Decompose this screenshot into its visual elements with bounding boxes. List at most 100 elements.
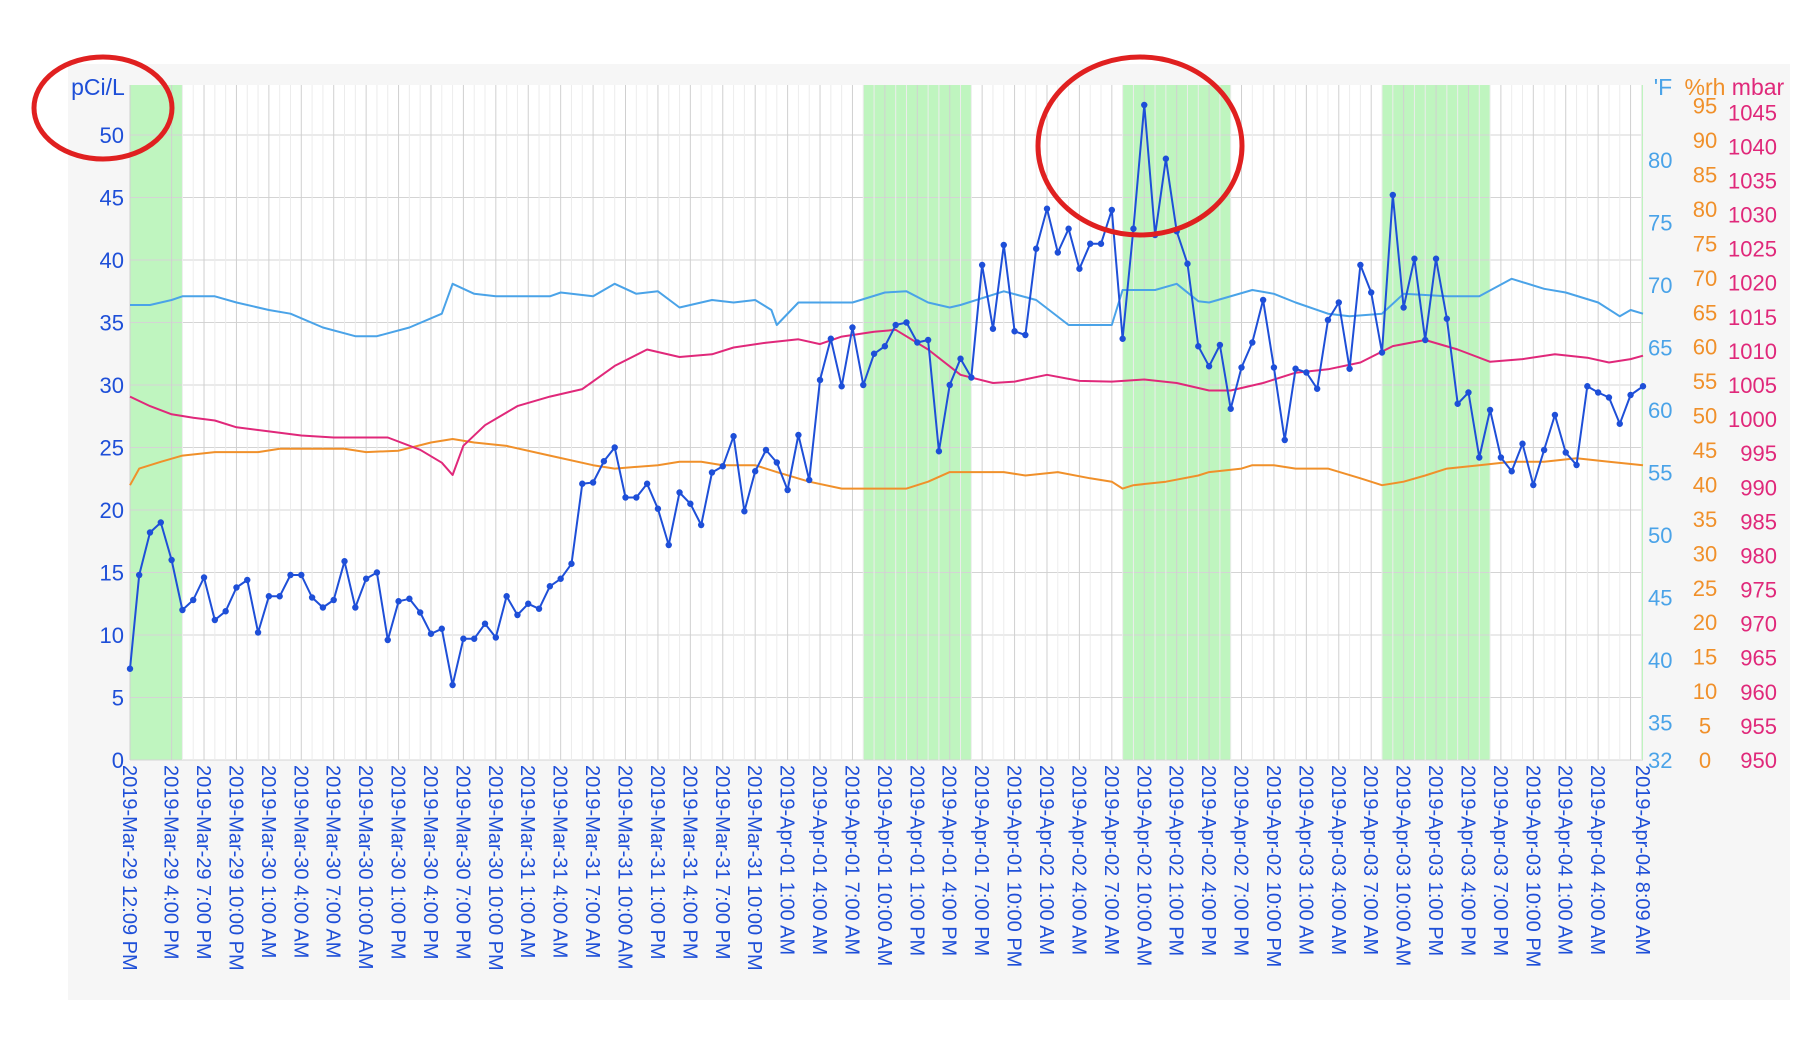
data-point-pcil xyxy=(1097,240,1105,247)
data-point-pcil xyxy=(1216,341,1224,349)
data-point-pcil xyxy=(1508,468,1515,475)
data-point-pcil xyxy=(687,500,694,507)
data-point-pcil xyxy=(568,560,575,567)
x-tick-label: 2019-Mar-31 4:00 AM xyxy=(549,765,571,958)
data-point-pcil xyxy=(535,605,543,612)
rh-tick-label: 75 xyxy=(1693,231,1717,256)
data-point-pcil xyxy=(849,324,856,331)
x-tick-label: 2019-Mar-29 4:00 PM xyxy=(160,765,182,960)
rh-tick-label: 65 xyxy=(1693,300,1717,325)
x-tick-label: 2019-Mar-30 4:00 AM xyxy=(289,765,311,958)
mbar-tick-label: 1040 xyxy=(1728,134,1777,159)
mbar-tick-label: 965 xyxy=(1740,646,1777,671)
data-point-pcil xyxy=(1281,436,1288,444)
data-point-pcil xyxy=(1486,406,1494,414)
mbar-axis-label: mbar xyxy=(1732,74,1785,100)
data-point-pcil xyxy=(1400,304,1407,311)
data-point-pcil xyxy=(557,575,564,582)
data-point-pcil xyxy=(1443,315,1451,322)
x-tick-label: 2019-Apr-02 4:00 AM xyxy=(1067,765,1089,955)
data-point-pcil xyxy=(946,381,953,389)
x-tick-label: 2019-Apr-02 7:00 PM xyxy=(1230,765,1252,956)
data-point-pcil xyxy=(1346,365,1353,372)
data-point-pcil xyxy=(676,489,683,496)
data-point-pcil xyxy=(589,479,597,486)
data-point-pcil xyxy=(1065,225,1072,232)
data-point-pcil xyxy=(1497,454,1505,461)
data-point-pcil xyxy=(503,593,510,600)
data-point-pcil xyxy=(751,468,759,475)
data-point-pcil xyxy=(968,374,975,381)
data-point-pcil xyxy=(1238,364,1245,371)
data-point-pcil xyxy=(460,635,467,642)
data-point-pcil xyxy=(827,335,835,342)
data-point-pcil xyxy=(1573,461,1580,469)
data-point-pcil xyxy=(168,556,175,564)
data-point-pcil xyxy=(1616,420,1623,427)
data-point-pcil xyxy=(1022,331,1029,339)
data-point-pcil xyxy=(341,558,348,565)
data-point-pcil xyxy=(1594,389,1602,396)
left-axis-label: pCi/L xyxy=(71,74,125,100)
data-point-pcil xyxy=(1368,289,1375,296)
x-tick-label: 2019-Apr-02 7:00 AM xyxy=(1100,765,1122,955)
data-point-pcil xyxy=(892,321,899,329)
mbar-tick-label: 1020 xyxy=(1728,271,1777,296)
data-point-pcil xyxy=(1465,389,1472,396)
degF-tick-label: 40 xyxy=(1648,648,1672,673)
data-point-pcil xyxy=(1011,328,1018,335)
left-tick-label: 20 xyxy=(100,498,124,523)
data-point-pcil xyxy=(406,595,413,602)
data-point-pcil xyxy=(200,574,208,581)
data-point-pcil xyxy=(795,431,802,439)
degF-tick-label: 45 xyxy=(1648,586,1672,611)
data-point-pcil xyxy=(1195,343,1202,350)
degF-tick-label: 50 xyxy=(1648,523,1672,548)
left-tick-label: 40 xyxy=(100,248,124,273)
left-tick-label: 5 xyxy=(112,686,124,711)
x-tick-label: 2019-Mar-31 1:00 PM xyxy=(646,765,668,960)
data-point-pcil xyxy=(157,519,165,526)
data-point-pcil xyxy=(1087,240,1094,247)
degF-tick-label: 55 xyxy=(1648,461,1672,486)
data-point-pcil xyxy=(989,325,997,332)
data-point-pcil xyxy=(1292,365,1299,372)
data-point-pcil xyxy=(244,576,251,584)
data-point-pcil xyxy=(730,433,737,440)
rh-tick-label: 5 xyxy=(1699,714,1711,739)
data-point-pcil xyxy=(633,494,640,501)
mbar-tick-label: 1010 xyxy=(1728,339,1777,364)
rh-tick-label: 40 xyxy=(1693,472,1717,497)
x-tick-label: 2019-Mar-31 1:00 AM xyxy=(516,765,538,958)
mbar-tick-label: 1025 xyxy=(1728,237,1777,262)
mbar-tick-label: 975 xyxy=(1740,578,1777,603)
rh-tick-label: 85 xyxy=(1693,163,1717,188)
data-point-pcil xyxy=(416,609,424,616)
data-point-pcil xyxy=(1324,316,1332,324)
data-point-pcil xyxy=(1270,364,1278,371)
x-tick-label: 2019-Apr-01 7:00 PM xyxy=(970,765,992,956)
x-tick-label: 2019-Mar-29 7:00 PM xyxy=(192,765,214,960)
x-tick-label: 2019-Mar-29 12:09 PM xyxy=(118,765,140,971)
data-point-pcil xyxy=(903,319,910,326)
left-tick-label: 30 xyxy=(100,373,124,398)
data-point-pcil xyxy=(600,458,608,465)
data-point-pcil xyxy=(1530,481,1537,489)
x-tick-label: 2019-Mar-30 7:00 AM xyxy=(322,765,344,958)
rh-tick-label: 35 xyxy=(1693,507,1717,532)
x-tick-label: 2019-Apr-04 8:09 AM xyxy=(1631,765,1653,955)
data-point-pcil xyxy=(1411,255,1418,262)
data-point-pcil xyxy=(276,593,283,600)
x-tick-label: 2019-Mar-31 10:00 AM xyxy=(614,765,636,970)
left-tick-label: 50 xyxy=(100,123,124,148)
x-tick-label: 2019-Mar-30 4:00 PM xyxy=(419,765,441,960)
gridlines xyxy=(129,85,1643,761)
data-point-pcil xyxy=(784,486,791,494)
data-point-pcil xyxy=(622,494,629,501)
x-axis-ticks: 2019-Mar-29 12:09 PM 2019-Mar-29 4:00 PM 2… xyxy=(118,765,1653,971)
data-point-pcil xyxy=(611,444,618,451)
data-point-pcil xyxy=(1519,440,1526,447)
data-point-pcil xyxy=(860,381,867,389)
data-point-pcil xyxy=(870,350,878,357)
data-point-pcil xyxy=(135,571,143,579)
